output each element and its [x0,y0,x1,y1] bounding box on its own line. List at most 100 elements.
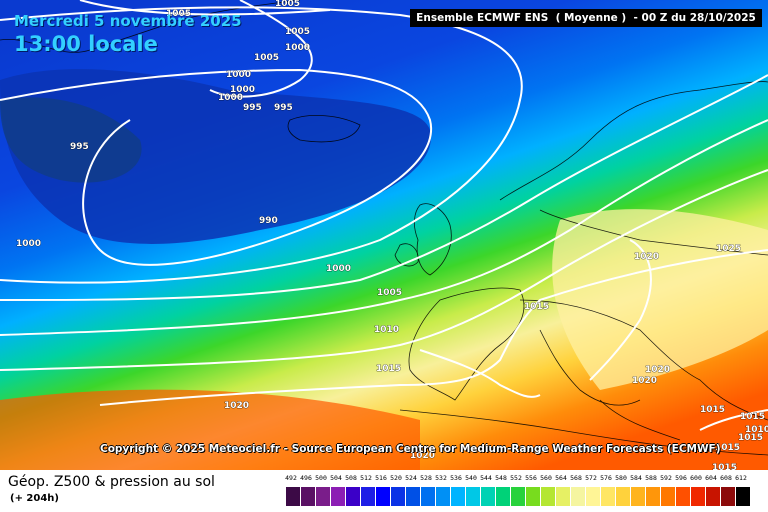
scale-tick-label: 540 [465,474,477,482]
scale-swatch [436,487,450,506]
scale-swatch [721,487,735,506]
scale-tick-label: 552 [510,474,522,482]
isobar-label: 1000 [285,43,310,53]
coastlines [0,0,768,456]
scale-tick-labels: 492 496 500 504 508 512 516 520 524 528 532 536 540 5… [284,474,754,486]
scale-swatch [286,487,300,506]
isobar-label: 1000 [16,239,41,249]
isobar-label: 1020 [632,376,657,386]
model-run-label: Ensemble ECMWF ENS ( Moyenne ) - 00 Z du… [410,9,762,27]
scale-swatch [451,487,465,506]
scale-tick-label: 532 [435,474,447,482]
isobar-label: 1010 [745,425,768,435]
isobar-label: 1015 [524,302,549,312]
scale-tick-label: 504 [330,474,342,482]
forecast-date: Mercredi 5 novembre 2025 [14,12,242,30]
isobar-label: 1015 [712,463,737,470]
scale-swatch [496,487,510,506]
isobar-label: 1015 [738,433,763,443]
scale-swatch [631,487,645,506]
scale-tick-label: 564 [555,474,567,482]
scale-tick-label: 588 [645,474,657,482]
scale-swatch [466,487,480,506]
isobar-label: 995 [274,103,293,113]
scale-tick-label: 536 [450,474,462,482]
scale-swatch [421,487,435,506]
scale-swatch [616,487,630,506]
scale-swatch [316,487,330,506]
scale-tick-label: 548 [495,474,507,482]
scale-swatch [481,487,495,506]
scale-tick-label: 500 [315,474,327,482]
scale-tick-label: 580 [615,474,627,482]
scale-swatch [601,487,615,506]
isobar-label: 1005 [166,9,191,19]
isobar-label: 1015 [740,412,765,422]
ridge-area [552,209,768,390]
isobar-label: 1020 [645,365,670,375]
scale-swatch [406,487,420,506]
map-variable-title: Géop. Z500 & pression au sol [8,474,215,490]
scale-tick-label: 560 [540,474,552,482]
forecast-lead-time: (+ 204h) [10,493,59,504]
scale-tick-label: 612 [735,474,747,482]
scale-swatch [511,487,525,506]
scale-swatch [301,487,315,506]
scale-tick-label: 544 [480,474,492,482]
scale-swatch [556,487,570,506]
scale-tick-label: 520 [390,474,402,482]
scale-tick-label: 516 [375,474,387,482]
isobar-label: 995 [243,103,262,113]
scale-tick-label: 508 [345,474,357,482]
scale-tick-label: 596 [675,474,687,482]
scale-tick-label: 592 [660,474,672,482]
scale-swatch [376,487,390,506]
scale-swatch [391,487,405,506]
scale-swatch [331,487,345,506]
scale-tick-label: 604 [705,474,717,482]
isobar-label: 1000 [230,85,255,95]
scale-swatch [706,487,720,506]
isobar-label: 1005 [275,0,300,9]
scale-tick-label: 492 [285,474,297,482]
isobar-label: 1005 [254,53,279,63]
low-pressure-core [0,69,431,244]
isobar-label: 1015 [715,443,740,453]
scale-tick-label: 608 [720,474,732,482]
isobars [0,0,768,430]
scale-swatch [661,487,675,506]
scale-tick-label: 528 [420,474,432,482]
scale-swatch [346,487,360,506]
scale-swatch [646,487,660,506]
scale-swatch [676,487,690,506]
isobar-label: 1000 [226,70,251,80]
isobar-label: 990 [259,216,278,226]
forecast-time: 13:00 locale [14,32,158,56]
isobar-label: 1020 [410,451,435,461]
isobar-label: 1020 [224,401,249,411]
scale-swatch [691,487,705,506]
scale-swatch [736,487,750,506]
isobar-label: 1025 [716,244,741,254]
isobar-label: 1015 [700,405,725,415]
scale-tick-label: 512 [360,474,372,482]
scale-tick-label: 568 [570,474,582,482]
scale-tick-label: 572 [585,474,597,482]
isobar-label: 1020 [634,252,659,262]
scale-swatch [526,487,540,506]
scale-tick-label: 556 [525,474,537,482]
scale-swatch [571,487,585,506]
scale-swatch [586,487,600,506]
scale-swatch [361,487,375,506]
isobar-label: 1015 [376,364,401,374]
isobar-label: 1010 [374,325,399,335]
isobar-label: 995 [70,142,89,152]
isobar-label: 1000 [326,264,351,274]
copyright-notice: Copyright © 2025 Meteociel.fr - Source E… [100,443,721,455]
scale-tick-label: 584 [630,474,642,482]
scale-color-bar [286,487,751,506]
isobar-label: 1005 [285,27,310,37]
isobar-values: 1005 1005 1005 1000 1005 1000 1000 1000 … [16,0,768,470]
scale-tick-label: 600 [690,474,702,482]
isobar-label: 1005 [377,288,402,298]
